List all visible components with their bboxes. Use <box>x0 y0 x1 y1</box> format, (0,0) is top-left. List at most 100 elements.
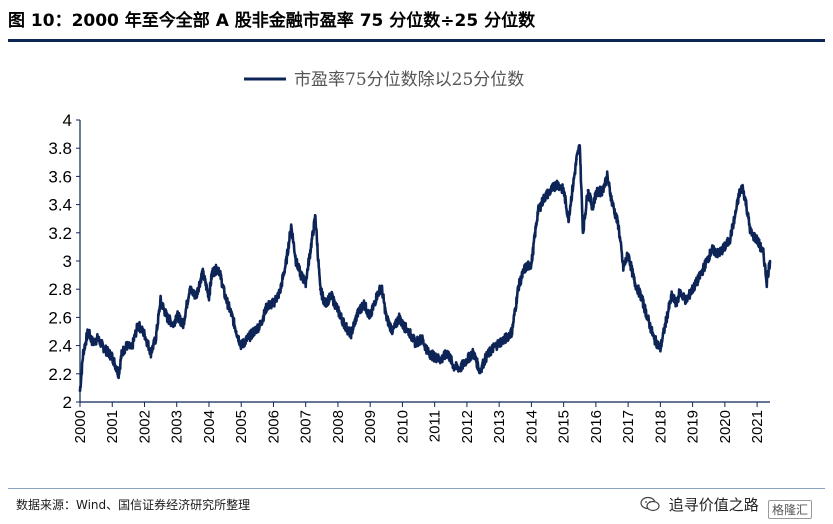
series-point <box>272 302 275 305</box>
series-point <box>633 280 636 284</box>
series-point <box>542 196 546 199</box>
series-point <box>314 214 317 218</box>
x-tick-label: 2020 <box>717 410 734 443</box>
series-point <box>380 285 383 288</box>
series-point <box>670 294 673 298</box>
x-tick-label: 2007 <box>298 410 315 443</box>
series-point <box>586 189 590 192</box>
watermark-logo: 格隆汇 <box>768 500 813 519</box>
series-point <box>768 259 772 263</box>
series-point <box>744 200 748 204</box>
x-tick-label: 2015 <box>556 410 573 443</box>
series-point <box>78 389 82 393</box>
watermark: 追寻价值之路 <box>640 494 759 516</box>
source-note: 数据来源：Wind、国信证券经济研究所整理 <box>16 498 251 512</box>
series-point <box>294 259 298 263</box>
series-point <box>491 347 495 350</box>
series-point <box>439 358 443 362</box>
series-point <box>575 158 578 161</box>
series-point <box>433 355 436 359</box>
series-point <box>309 248 312 252</box>
series-point <box>343 323 346 326</box>
series-point <box>710 248 714 252</box>
x-tick-label: 2019 <box>685 410 702 443</box>
x-tick-label: 2002 <box>136 410 153 443</box>
series-point <box>188 287 191 291</box>
x-tick-label: 2010 <box>394 410 411 443</box>
series-point <box>252 330 256 333</box>
y-tick-label: 3 <box>63 252 72 271</box>
x-tick-label: 2013 <box>491 410 508 443</box>
series-point <box>355 313 359 316</box>
axes: 2 2.2 2.4 2.6 2.8 3 3.2 3.4 3.6 3.8 4 2000 2001 2002 2… <box>48 111 770 443</box>
series-point <box>536 210 540 213</box>
series-point <box>605 175 609 178</box>
series-point <box>223 294 227 298</box>
series-point <box>165 316 169 319</box>
y-tick-label: 3.6 <box>48 167 72 186</box>
series-point <box>652 337 656 340</box>
series-point <box>517 285 520 288</box>
x-tick-label: 2009 <box>362 410 379 443</box>
series-point <box>738 192 741 195</box>
series-point <box>572 182 575 185</box>
series-point <box>610 200 614 204</box>
x-tick-label: 2016 <box>588 410 605 443</box>
series-point <box>401 323 404 326</box>
series-point <box>414 341 417 345</box>
series-point <box>749 231 752 235</box>
x-tick-label: 2001 <box>104 410 121 443</box>
x-tick-label: 2000 <box>72 410 89 443</box>
series-point <box>530 262 533 266</box>
footer-rule <box>8 488 825 489</box>
series-point <box>578 144 582 147</box>
series-point <box>581 231 585 235</box>
series-point <box>368 316 372 319</box>
series-point <box>549 189 553 192</box>
series-point <box>336 309 340 312</box>
series-point <box>459 366 462 370</box>
x-tick-label: 2004 <box>201 410 218 443</box>
series-point <box>181 323 185 326</box>
series-point <box>278 290 282 294</box>
series-point <box>299 273 303 277</box>
series-point <box>375 294 378 298</box>
series-point <box>639 294 643 298</box>
y-tick-label: 2.8 <box>48 280 72 299</box>
series-point <box>484 355 488 359</box>
series-point <box>323 302 327 305</box>
series-point <box>117 372 120 376</box>
figure-title: 图 10：2000 年至今全部 A 股非金融市盈率 75 分位数÷25 分位数 <box>8 11 536 31</box>
series-point <box>762 252 765 256</box>
series-point <box>765 280 769 284</box>
series-point <box>120 351 124 354</box>
series-point <box>691 287 694 291</box>
title-rule <box>8 39 825 42</box>
series-point <box>697 276 701 280</box>
x-tick-label: 2003 <box>169 410 186 443</box>
series-point <box>478 369 482 373</box>
series-point <box>723 245 727 249</box>
x-tick-label: 2006 <box>265 410 282 443</box>
series-point <box>246 337 249 340</box>
series-point <box>125 344 129 347</box>
x-tick-label: 2008 <box>330 410 347 443</box>
series-point <box>207 294 211 298</box>
y-tick-label: 4 <box>63 111 72 130</box>
series-point <box>621 266 625 270</box>
y-tick-label: 3.8 <box>48 139 72 158</box>
series-point <box>617 224 620 228</box>
series-point <box>330 294 333 298</box>
series-point <box>741 186 744 189</box>
series-point <box>235 330 238 333</box>
series-point <box>717 252 720 256</box>
series-point <box>601 189 604 192</box>
series-point <box>259 323 262 326</box>
series-point <box>465 358 469 362</box>
series-point <box>136 323 140 326</box>
series-point <box>110 355 114 359</box>
series-point <box>385 316 388 319</box>
series-point <box>91 341 95 345</box>
legend-label: 市盈率75分位数除以25分位数 <box>294 70 524 90</box>
